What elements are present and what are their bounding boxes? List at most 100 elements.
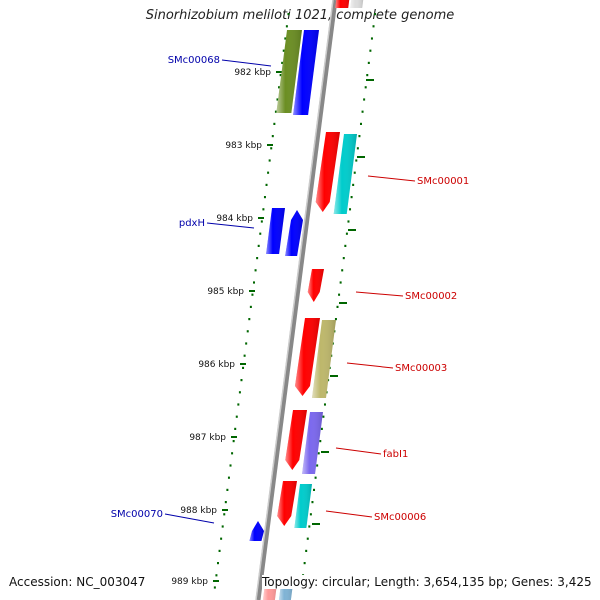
tick-label: 983 kbp: [225, 141, 262, 151]
guide-dot: [338, 293, 341, 296]
leader-line: [355, 291, 404, 297]
guide-dot: [364, 86, 367, 89]
gene-fabi1-shading: [285, 410, 307, 470]
guide-dot: [349, 208, 352, 211]
guide-dot: [254, 269, 257, 272]
tick-label: 987 kbp: [189, 433, 226, 443]
gene-smc00068-shading: [293, 30, 319, 115]
tick-marks: 982 kbp 983 kbp 984 kbp 985 kbp 986 kbp 987 k…: [171, 68, 282, 587]
gene-label-right: SMc00001: [417, 176, 469, 187]
leader-line: [346, 362, 394, 369]
accession-text: Accession: NC_003047: [9, 575, 146, 589]
guide-dot: [240, 379, 243, 382]
guide-dot: [314, 476, 317, 479]
guide-dot: [350, 196, 353, 199]
guide-dot: [215, 574, 218, 577]
gene-smc00001-shading: [315, 132, 340, 212]
guide-dot: [229, 464, 232, 467]
guide-dot: [271, 135, 274, 138]
guide-dot: [285, 25, 288, 28]
gene-smc00006-shading: [277, 481, 297, 526]
guide-dot: [252, 281, 255, 284]
guide-dot: [235, 415, 238, 418]
tick-label: 988 kbp: [180, 506, 217, 516]
guide-dot: [339, 281, 342, 284]
leader-line: [335, 447, 382, 455]
gene-smc00003-cog-shading: [311, 320, 336, 398]
gene-label-left: pdxH: [179, 218, 205, 229]
map-title: Sinorhizobium meliloti 1021, complete ge…: [145, 8, 455, 23]
tick-label: 989 kbp: [171, 577, 208, 587]
gene-label-right: SMc00006: [374, 512, 426, 523]
guide-dot: [227, 476, 230, 479]
gene-smc00001-cog-shading: [333, 134, 357, 214]
guide-dot: [226, 488, 229, 491]
backbone-highlight: [255, 0, 334, 600]
dotted-guides: [213, 13, 377, 589]
guide-dot: [284, 37, 287, 40]
gene-labels: SMc00068 pdxH SMc00070 SMc00001 SMc00002 SMc0…: [111, 55, 469, 524]
guide-dot: [306, 537, 309, 540]
guide-dot: [353, 171, 356, 174]
gene-label-left: SMc00070: [111, 509, 163, 520]
guide-dot: [313, 488, 316, 491]
guide-dot: [270, 147, 273, 150]
gene-label-right: SMc00003: [395, 363, 447, 374]
gene-label-left: SMc00068: [168, 55, 220, 66]
guide-dot: [262, 208, 265, 211]
guide-dot: [363, 98, 366, 101]
gene-smc00006-cog-shading: [294, 484, 312, 528]
gene-top-grey-shading: [350, 0, 364, 8]
gene-pdxh-b-shading: [285, 210, 303, 256]
genome-backbone: [255, 0, 338, 600]
guide-dot: [238, 391, 241, 394]
guide-dot: [224, 501, 227, 504]
tick-label: 984 kbp: [216, 214, 253, 224]
gene-pdxh-a-shading: [266, 208, 285, 254]
gene-label-right: SMc00002: [405, 291, 457, 302]
guide-dot: [287, 13, 290, 16]
guide-dot: [237, 403, 240, 406]
genome-details-text: Topology: circular; Length: 3,654,135 bp…: [262, 575, 592, 589]
guide-dot: [249, 305, 252, 308]
guide-dot: [268, 159, 271, 162]
guide-dot: [323, 403, 326, 406]
guide-dot: [276, 98, 279, 101]
guide-dot: [274, 110, 277, 113]
guide-dot: [218, 549, 221, 552]
guide-dot: [352, 183, 355, 186]
guide-dot: [336, 305, 339, 308]
guide-dot: [267, 171, 270, 174]
guide-dot: [213, 586, 216, 589]
leader-line: [221, 59, 272, 67]
guide-dot: [366, 74, 369, 77]
gene-fabi1-cog-shading: [302, 412, 323, 474]
guide-dot: [279, 74, 282, 77]
guide-dot: [367, 61, 370, 64]
leader-line: [206, 222, 255, 229]
guide-dot: [317, 452, 320, 455]
guide-dot: [223, 513, 226, 516]
guide-dot: [305, 549, 308, 552]
guide-dot: [372, 25, 375, 28]
guide-dot: [259, 232, 262, 235]
guide-dot: [369, 49, 372, 52]
guide-dot: [345, 232, 348, 235]
guide-dot: [320, 427, 323, 430]
tick-label: 982 kbp: [234, 68, 271, 78]
guide-dot: [251, 293, 254, 296]
guide-dot: [347, 220, 350, 223]
guide-dot: [281, 61, 284, 64]
guide-dot: [216, 562, 219, 565]
guide-dot: [242, 366, 245, 369]
guide-dot: [282, 49, 285, 52]
guide-dot: [273, 122, 276, 125]
guide-dot: [308, 525, 311, 528]
guide-dot: [245, 342, 248, 345]
guide-dot: [319, 440, 322, 443]
leader-line: [164, 513, 215, 524]
gene-top-red-shading: [335, 0, 350, 8]
gene-smc00002-shading: [307, 269, 324, 302]
guide-dot: [356, 147, 359, 150]
